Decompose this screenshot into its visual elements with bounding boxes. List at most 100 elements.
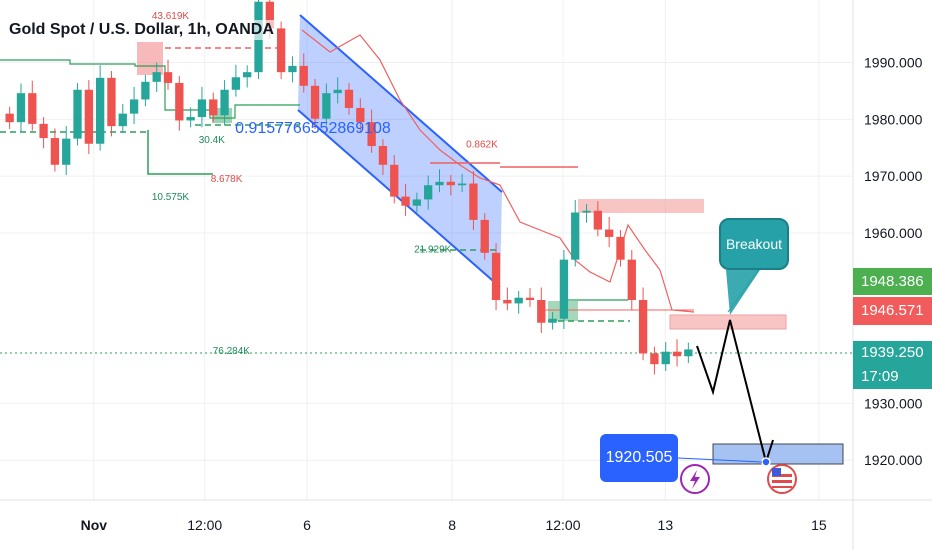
candle-body [5,113,14,123]
candle-body [593,210,603,230]
annotation-label: 21.929K [414,244,452,255]
supply-zone-2 [578,199,704,213]
x-tick-label: 8 [448,517,456,533]
descending-channel [297,14,503,288]
candle-body [491,252,501,300]
x-axis: Nov 12:00 6 8 12:00 13 15 [0,499,932,533]
candle-body [605,229,614,237]
candle-body [107,77,116,127]
candle-body [209,99,218,116]
candle-body [288,65,297,73]
candle-body [73,89,82,139]
candle-body [220,89,229,116]
candle-body [129,99,139,114]
candle-body [537,300,546,323]
candle-body [84,89,93,144]
x-tick-label: 6 [303,517,311,533]
candle-body [152,72,161,82]
annotation-label: 0.9157766552869108 [235,120,391,137]
candle-body [299,65,308,86]
y-tick-label: 1920.000 [864,452,923,468]
price-label-green: 1948.386 [853,268,932,295]
x-tick-label: 12:00 [545,517,580,533]
grid-lines [0,0,853,500]
candle-body [390,164,399,197]
zone-rectangles [137,42,844,465]
candle-body [672,351,682,357]
candle-body [480,219,489,253]
target-zone [712,443,844,465]
chart-title: Gold Spot / U.S. Dollar, 1h, OANDA [6,20,277,40]
candle-body [333,89,342,94]
candle-body [435,181,444,186]
candle-body [62,138,71,165]
x-tick-label: 13 [658,517,674,533]
annotation-label: 43.619K [152,11,190,22]
projection-path [677,267,774,467]
candle-body [344,89,354,108]
candle-body [16,93,26,123]
candle-body [616,236,625,260]
candle-body [525,297,535,300]
target-price-callout[interactable]: 1920.505 [600,434,678,482]
x-tick-label: Nov [81,517,108,533]
price-label-red: 1946.571 [853,297,932,325]
candle-body [571,212,580,260]
candle-body [276,28,286,73]
y-tick-label: 1970.000 [864,168,923,184]
annotations: 43.619K 30.4K 10.575K 0.9157766552869108 0.8… [152,11,498,357]
candle-body [684,349,693,357]
candle-body [401,196,410,206]
candle-body [39,123,48,139]
candle-body [95,77,105,144]
y-tick-label: 1980.000 [864,111,923,127]
y-tick-label: 1960.000 [864,225,923,241]
y-tick-label: 1990.000 [864,55,923,71]
candle-body [163,72,173,83]
candles [5,0,693,375]
candle-body [265,1,274,29]
candle-body [457,183,467,186]
candle-body [650,353,659,365]
event-icons[interactable] [680,464,797,494]
target-point [761,457,771,467]
candle-body [175,82,184,121]
candle-body [559,259,569,319]
candle-body [322,93,331,119]
y-tick-label: 1930.000 [864,395,923,411]
candle-body [627,259,636,300]
candle-body [186,117,195,121]
breakout-callout[interactable]: Breakout [719,218,789,270]
annotation-label: 76.284K [213,346,251,357]
candle-body [424,185,433,200]
candle-body [243,72,252,78]
candle-body [141,81,150,100]
supply-zone-1 [137,42,163,75]
candle-body [582,210,591,213]
candle-body [50,138,60,165]
annotation-label: 8.678K [211,174,243,185]
trailing-stop [0,59,628,301]
annotation-label: 0.862K [466,140,498,151]
candle-body [118,113,127,127]
candle-body [548,318,557,323]
annotation-label: 30.4K [199,135,225,146]
candle-body [661,351,670,365]
candle-body [412,199,422,206]
annotation-label: 10.575K [152,192,190,203]
candle-body [231,77,241,90]
candle-body [28,93,37,124]
candle-body [469,183,478,220]
candle-body [514,297,523,304]
x-tick-label: 15 [811,517,827,533]
price-label-current: 1939.250 [853,341,932,365]
candle-body [446,181,455,186]
candle-body [378,146,388,165]
countdown-label: 17:09 [853,365,932,389]
x-tick-label: 12:00 [187,517,222,533]
candle-body [310,85,320,119]
resistance-band [301,29,695,313]
candle-body [638,300,648,354]
candle-body [503,300,512,304]
